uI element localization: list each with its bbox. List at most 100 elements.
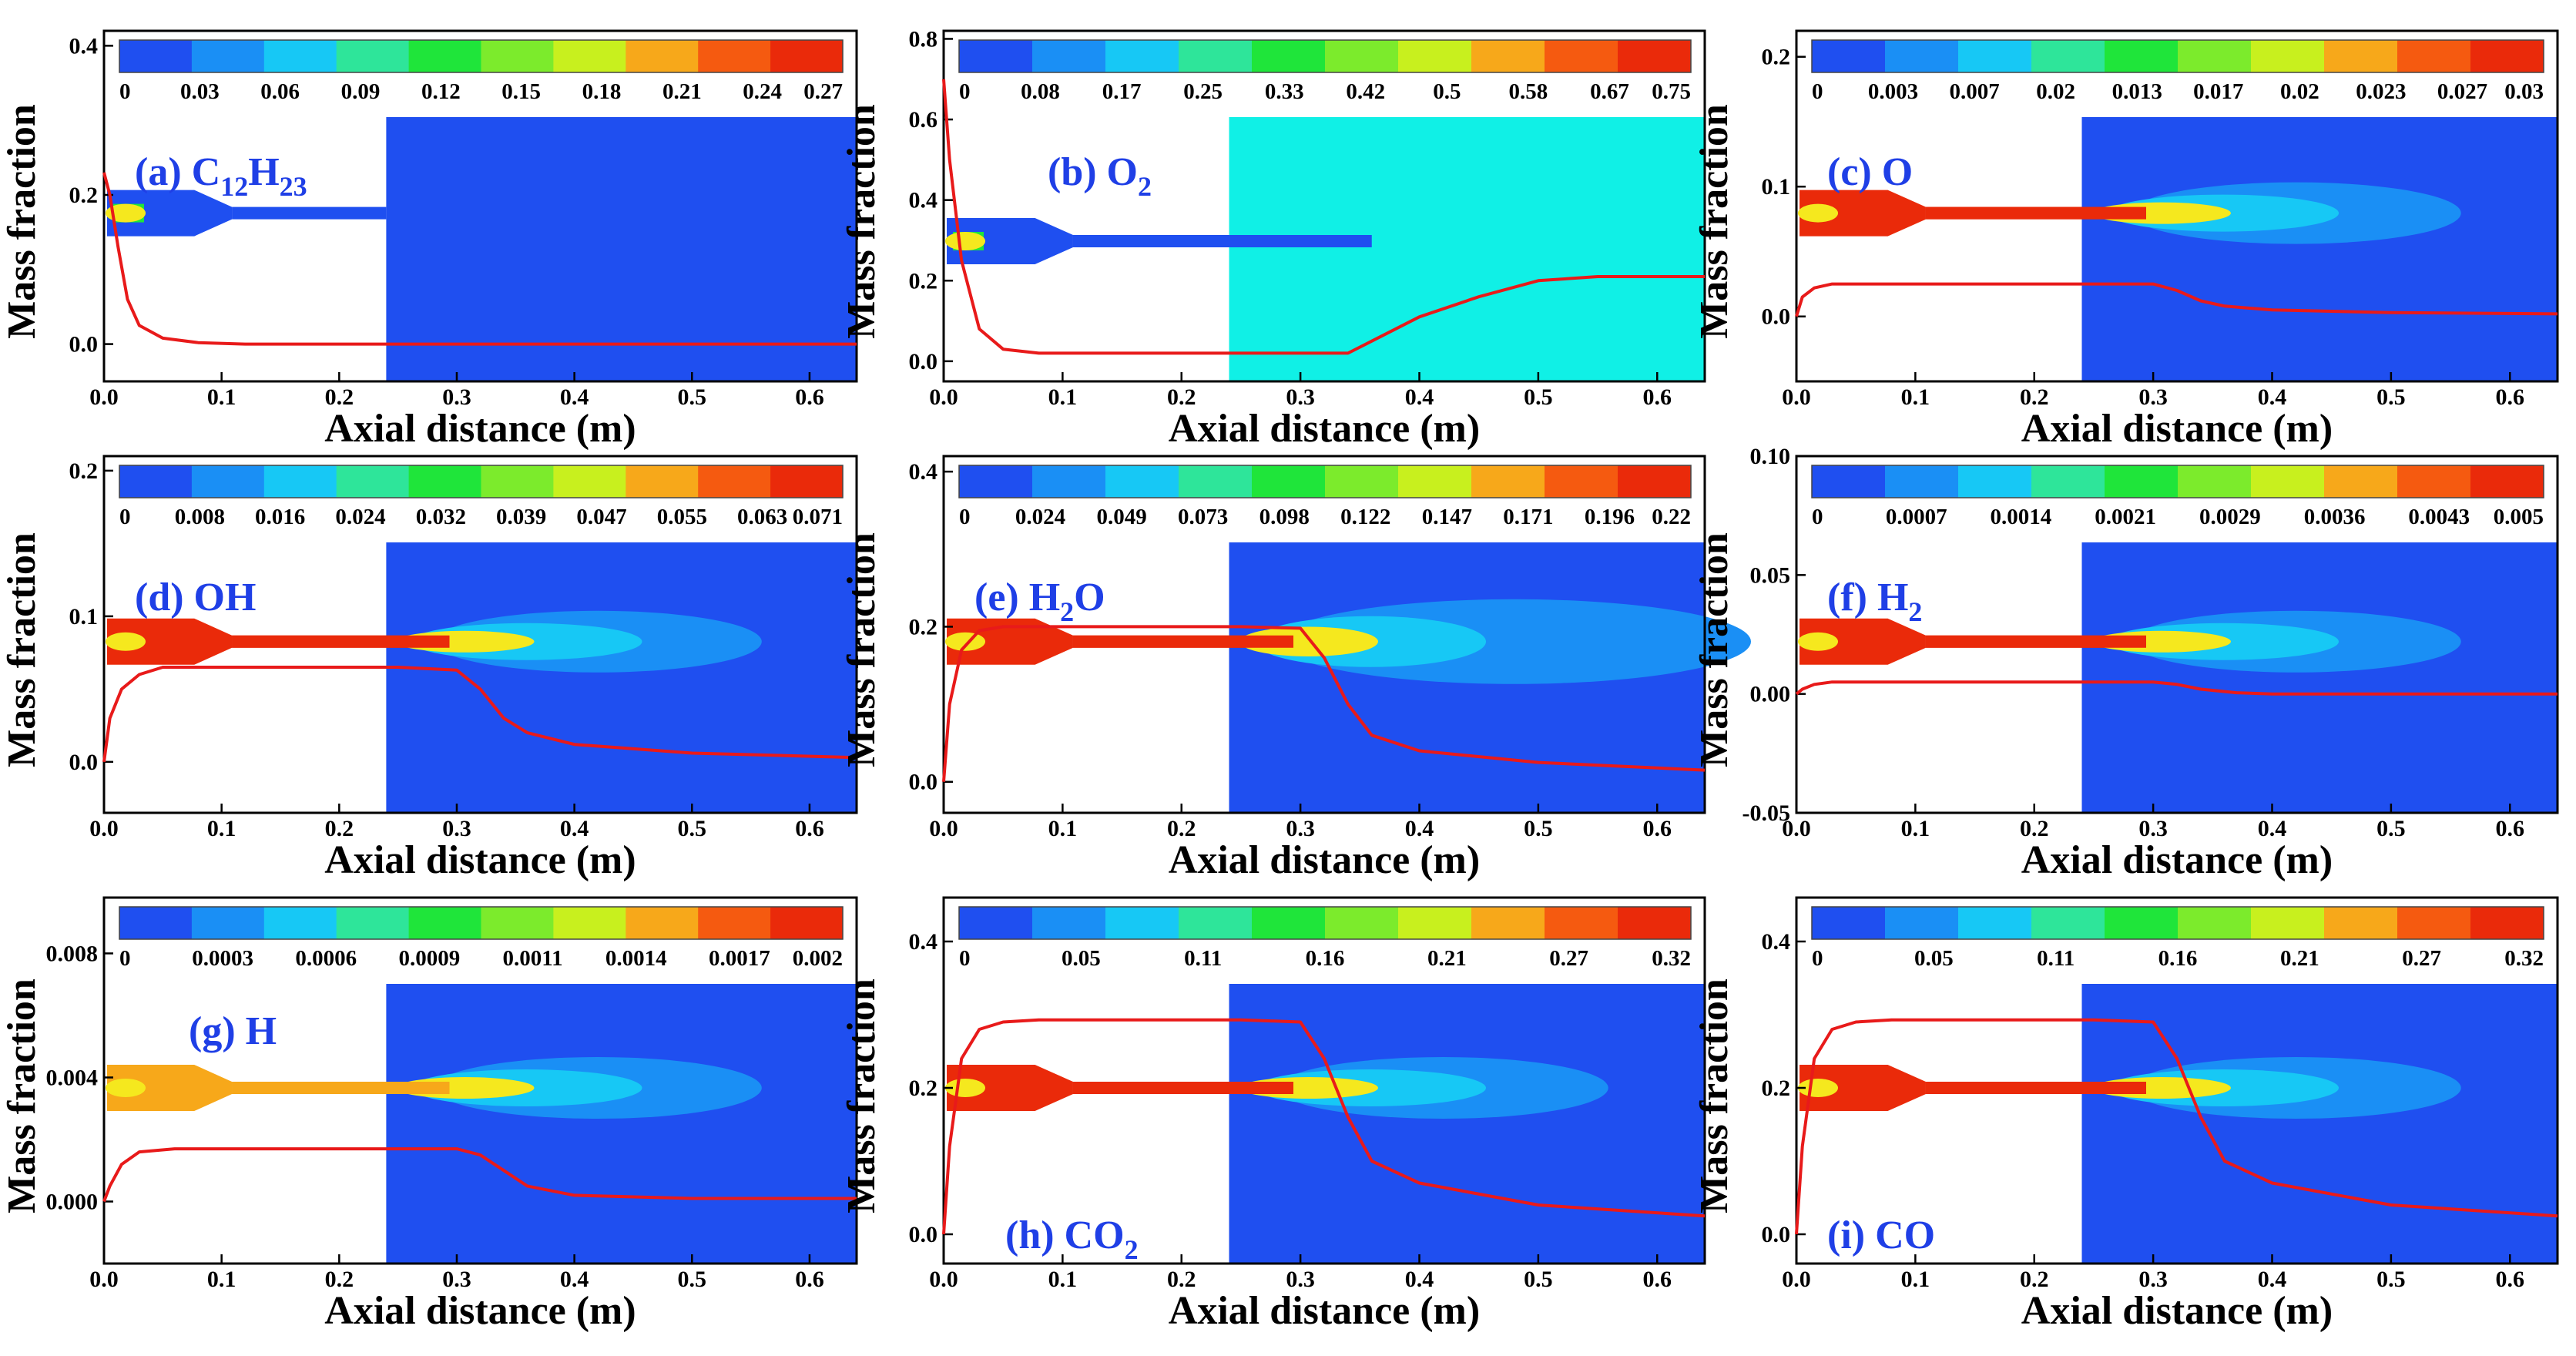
y-axis-title: Mass fraction xyxy=(840,104,884,339)
series-line xyxy=(102,1147,857,1203)
colorbar-segment xyxy=(2470,907,2544,939)
colorbar-segment xyxy=(626,40,699,72)
x-tick-label: 0.4 xyxy=(1405,384,1434,410)
x-tick-label: 0.1 xyxy=(1901,384,1930,410)
injector-shape xyxy=(1800,190,1926,237)
colorbar-segment xyxy=(1252,40,1326,72)
panel-label: (f) H2 xyxy=(1827,576,1922,627)
colorbar-segment xyxy=(481,40,554,72)
colorbar-segment xyxy=(1325,40,1399,72)
x-tick-label: 0.5 xyxy=(1524,384,1553,410)
colorbar-label: 0.055 xyxy=(657,505,707,529)
panel-label-part: 2 xyxy=(1138,171,1152,202)
colorbar-segment xyxy=(1545,465,1618,498)
colorbar-segment xyxy=(1105,465,1179,498)
colorbar-segment xyxy=(2178,465,2252,498)
colorbar-segment xyxy=(2251,465,2325,498)
y-tick-label: 0.000 xyxy=(46,1189,99,1214)
colorbar-segment xyxy=(1958,465,2032,498)
panel-label-part: (a) C xyxy=(135,150,220,194)
colorbar-label: 0.27 xyxy=(1549,946,1588,971)
colorbar-segment xyxy=(191,907,265,939)
colorbar-label: 0 xyxy=(959,79,971,104)
x-tick-label: 0.1 xyxy=(207,816,236,841)
colorbar-segment xyxy=(1325,465,1399,498)
panel-label: (b) O2 xyxy=(1048,150,1152,202)
y-tick-label: 0.10 xyxy=(1750,444,1791,469)
jet-core xyxy=(232,206,387,220)
y-tick-label: 0.0 xyxy=(909,770,938,795)
colorbar-label: 0.0017 xyxy=(709,946,770,971)
colorbar-segment xyxy=(2324,40,2398,72)
contour-domain xyxy=(2081,984,2558,1264)
x-tick-label: 0.4 xyxy=(560,1267,589,1292)
panel-label-part: 2 xyxy=(1908,596,1922,627)
injector-core xyxy=(1798,632,1838,651)
x-tick-label: 0.2 xyxy=(2020,384,2049,410)
panel-d: 0 0.008 0.016 0.024 0.032 0.039 0.047 0.055 0.06… xyxy=(0,455,858,882)
x-tick-label: 0.0 xyxy=(89,816,119,841)
x-tick-label: 0.6 xyxy=(795,816,824,841)
colorbar-label: 0.027 xyxy=(2437,79,2487,104)
x-tick-label: 0.6 xyxy=(1643,816,1672,841)
colorbar-label: 0.039 xyxy=(496,505,546,529)
colorbar-label: 0.017 xyxy=(2193,79,2243,104)
panel-label: (h) CO2 xyxy=(1005,1213,1139,1265)
x-tick-label: 0.4 xyxy=(2258,816,2287,841)
contour-domain xyxy=(2081,542,2558,813)
y-tick-label: 0.0 xyxy=(1762,1222,1791,1247)
colorbar-label: 0.15 xyxy=(501,79,541,104)
colorbar-segment xyxy=(119,465,193,498)
colorbar-segment xyxy=(2397,465,2471,498)
colorbar-label: 0.08 xyxy=(1021,79,1060,104)
colorbar-segment xyxy=(1545,40,1618,72)
colorbar-segment xyxy=(1618,465,1692,498)
injector-shape xyxy=(1800,618,1926,665)
x-tick-label: 0.6 xyxy=(2496,384,2525,410)
x-axis-title: Axial distance (m) xyxy=(2021,1289,2333,1333)
y-axis-title: Mass fraction xyxy=(0,532,44,767)
x-tick-label: 0.0 xyxy=(929,816,958,841)
colorbar-label: 0.16 xyxy=(1306,946,1345,971)
colorbar-label: 0.013 xyxy=(2112,79,2162,104)
colorbar-label: 0.0007 xyxy=(1886,505,1947,529)
colorbar-label: 0.024 xyxy=(1015,505,1065,529)
y-tick-label: 0.4 xyxy=(909,188,938,213)
y-axis-title: Mass fraction xyxy=(840,532,884,767)
colorbar-label: 0.21 xyxy=(662,79,702,104)
colorbar-segment xyxy=(2470,40,2544,72)
x-tick-label: 0.5 xyxy=(1524,816,1553,841)
colorbar-label: 0.0036 xyxy=(2304,505,2366,529)
y-tick-label: 0.2 xyxy=(69,183,99,208)
colorbar-label: 0.27 xyxy=(803,79,843,104)
x-tick-label: 0.1 xyxy=(1048,816,1078,841)
panel-h: 0 0.05 0.11 0.16 0.21 0.27 0.32 0.0 0.1 0.2 0.3 0.4… xyxy=(840,896,1706,1333)
plot-frame xyxy=(1795,896,2559,1265)
colorbar-label: 0.0006 xyxy=(295,946,357,971)
x-axis-title: Axial distance (m) xyxy=(1169,1289,1480,1333)
colorbar-label: 0 xyxy=(959,946,971,971)
jet-core xyxy=(1072,235,1372,247)
colorbar-segment xyxy=(408,465,481,498)
x-axis-title: Axial distance (m) xyxy=(324,407,636,451)
colorbar-label: 0.05 xyxy=(1062,946,1101,971)
plot-frame xyxy=(942,896,1706,1265)
colorbar-frame xyxy=(119,465,844,498)
colorbar-frame xyxy=(958,39,1692,73)
y-tick-label: 0.8 xyxy=(909,26,938,52)
colorbar-label: 0.58 xyxy=(1509,79,1548,104)
y-tick-label: 0.2 xyxy=(909,1076,938,1101)
panel-label: (a) C12H23 xyxy=(135,150,307,202)
x-tick-label: 0.0 xyxy=(89,1267,119,1292)
colorbar-segment xyxy=(2031,40,2105,72)
x-tick-label: 0.5 xyxy=(2376,816,2406,841)
colorbar-label: 0.25 xyxy=(1183,79,1223,104)
x-tick-label: 0.2 xyxy=(1167,1267,1196,1292)
panel-label-part: 12 xyxy=(220,171,248,202)
colorbar-segment xyxy=(698,465,771,498)
y-tick-label: 0.1 xyxy=(69,604,99,629)
y-tick-label: 0.1 xyxy=(1762,174,1791,200)
colorbar-label: 0 xyxy=(1812,946,1823,971)
x-tick-label: 0.4 xyxy=(1405,816,1434,841)
colorbar-segment xyxy=(408,40,481,72)
